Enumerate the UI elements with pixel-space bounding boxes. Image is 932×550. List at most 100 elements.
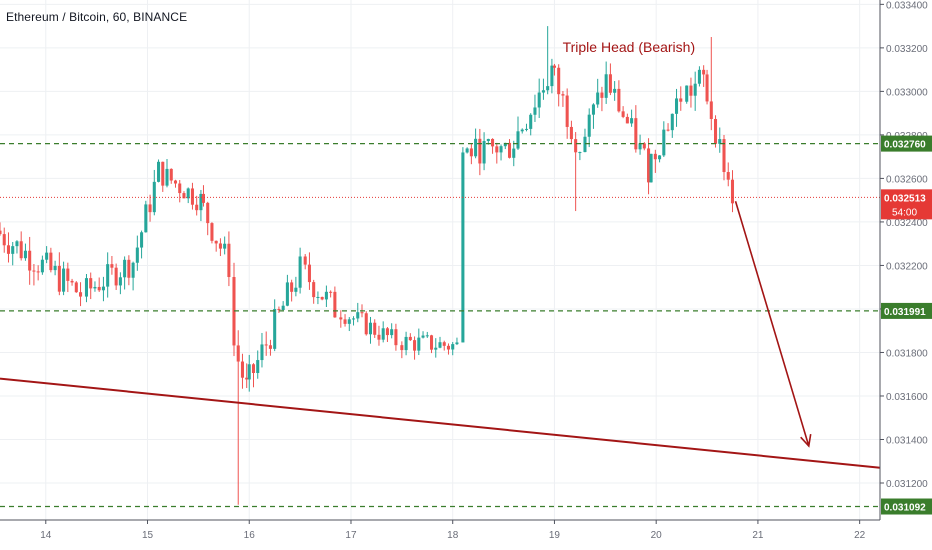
candle-body	[324, 291, 328, 300]
pattern-annotation: Triple Head (Bearish)	[563, 39, 696, 55]
candle-body	[251, 364, 256, 373]
candle-body	[726, 172, 730, 180]
candle-body	[465, 148, 469, 153]
price-tick-label: 0.033000	[886, 87, 928, 98]
candle-body	[290, 282, 294, 292]
candle-body	[190, 188, 194, 205]
price-tick-label: 0.031400	[886, 435, 928, 446]
candle-body	[277, 309, 281, 311]
candle-body	[478, 138, 482, 164]
candle-body	[662, 129, 666, 156]
candle-body	[486, 138, 490, 142]
candle-body	[368, 322, 373, 335]
candle-body	[32, 270, 36, 272]
grid	[0, 0, 880, 520]
candle-body	[596, 92, 600, 105]
candle-body	[312, 282, 316, 298]
candle-body	[303, 256, 307, 265]
candle-body	[507, 142, 512, 158]
candle-body	[110, 264, 114, 268]
price-tick-label: 0.031800	[886, 348, 928, 359]
candle-body	[512, 148, 516, 158]
candle-body	[642, 143, 646, 149]
candle-body	[565, 95, 569, 127]
candle-body	[482, 141, 486, 164]
candle-body	[161, 161, 165, 186]
level-price-tag	[881, 135, 932, 152]
candle-body	[62, 268, 66, 292]
candle-body	[461, 152, 465, 343]
candle-body	[227, 243, 231, 278]
symbol-header[interactable]: Ethereum / Bitcoin, 60, BINANCE	[6, 10, 188, 24]
candle-body	[705, 74, 709, 102]
current-price-label: 0.032513	[884, 193, 926, 204]
candle-body	[45, 252, 49, 260]
candle-body	[608, 74, 612, 93]
candle-body	[148, 204, 152, 213]
candle-body	[516, 131, 520, 149]
candle-body	[550, 65, 554, 87]
candle-body	[89, 278, 93, 289]
candle-body	[343, 319, 347, 324]
trendline	[0, 377, 881, 469]
candle-body	[451, 344, 455, 350]
candle-body	[36, 271, 40, 273]
candle-body	[186, 188, 190, 199]
candle-body	[533, 107, 537, 115]
time-tick-label: 22	[854, 530, 866, 541]
candle-body	[697, 69, 701, 84]
candle-body	[557, 67, 561, 95]
candle-body	[79, 292, 83, 297]
candle-body	[446, 345, 451, 350]
candle-body	[499, 146, 503, 153]
candle-body	[144, 204, 148, 233]
time-tick-label: 15	[142, 530, 154, 541]
candle-body	[621, 111, 625, 117]
candle-body	[666, 129, 670, 131]
price-tick-label: 0.033200	[886, 44, 928, 55]
candle-body	[210, 223, 214, 241]
candle-body	[232, 277, 236, 346]
candle-body	[434, 347, 438, 350]
candle-body	[256, 360, 260, 373]
candle-body	[2, 234, 6, 246]
candle-body	[101, 286, 105, 291]
candle-body	[352, 318, 356, 320]
candle-body	[647, 148, 651, 183]
candle-body	[634, 118, 638, 150]
price-tick-label: 0.031600	[886, 392, 928, 403]
candle-body	[70, 280, 74, 283]
candle-body	[0, 230, 2, 235]
candle-body	[503, 142, 507, 147]
candle-body	[491, 138, 495, 147]
candle-body	[268, 345, 272, 349]
candle-body	[356, 312, 360, 319]
candle-body	[245, 377, 249, 380]
candle-body	[442, 342, 446, 346]
candle-body	[307, 264, 311, 283]
candle-body	[529, 114, 533, 129]
candle-body	[97, 286, 101, 291]
candle-body	[670, 113, 674, 131]
candle-body	[377, 334, 381, 340]
candle-body	[617, 88, 621, 112]
candle-body	[385, 328, 389, 336]
candle-body	[49, 252, 53, 271]
time-tick-label: 19	[549, 530, 561, 541]
candle-body	[630, 118, 634, 124]
level-price-label: 0.031991	[884, 307, 926, 318]
candle-body	[709, 101, 713, 119]
candle-body	[339, 317, 343, 320]
candle-body	[679, 98, 683, 102]
candle-body	[638, 143, 642, 150]
candle-body	[214, 240, 218, 244]
candle-body	[15, 241, 19, 247]
candle-body	[546, 86, 550, 91]
candle-body	[455, 342, 459, 345]
level-price-label: 0.031092	[884, 503, 926, 514]
candle-body	[469, 148, 473, 157]
candle-body	[152, 181, 156, 213]
time-tick-label: 18	[447, 530, 459, 541]
candle-body	[438, 342, 442, 348]
